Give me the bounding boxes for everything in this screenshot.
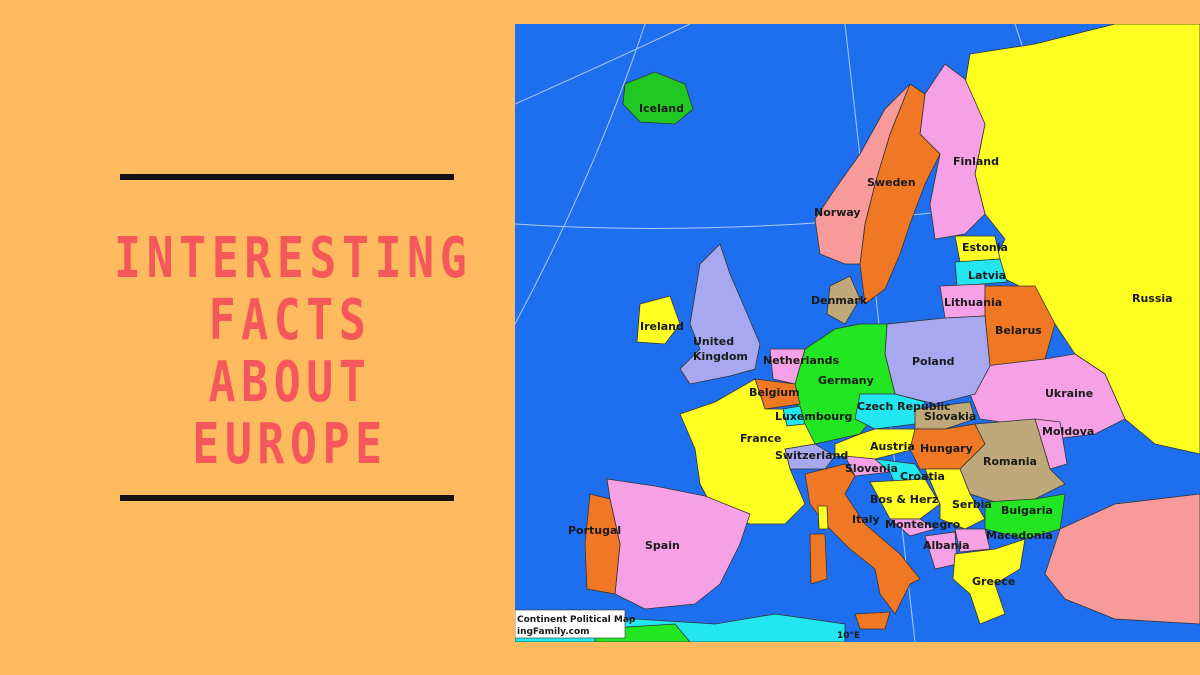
title-line-1: INTERESTING	[114, 226, 473, 291]
label-germany: Germany	[818, 374, 874, 387]
label-poland: Poland	[912, 355, 955, 368]
country-labels: Iceland Finland Sweden Norway Russia Est…	[568, 102, 1173, 588]
country-turkey	[1044, 493, 1200, 625]
label-romania: Romania	[983, 455, 1037, 468]
country-latvia	[954, 258, 1008, 287]
label-netherlands: Netherlands	[763, 354, 840, 367]
country-norway	[814, 83, 911, 265]
label-moldova: Moldova	[1042, 425, 1094, 438]
country-ireland	[636, 295, 681, 345]
map-credit: Continent Political Map ingFamily.com	[515, 609, 636, 639]
label-slovenia: Slovenia	[845, 462, 898, 475]
label-denmark: Denmark	[811, 294, 868, 307]
label-ireland: Ireland	[640, 320, 684, 333]
country-denmark	[826, 275, 861, 325]
label-bosnia: Bos & Herz	[870, 493, 938, 506]
island-sicily	[854, 611, 891, 630]
label-italy: Italy	[852, 513, 880, 526]
country-greece	[952, 538, 1026, 625]
label-latvia: Latvia	[968, 269, 1006, 282]
label-uk-line1: United	[693, 335, 734, 348]
europe-political-map: Iceland Finland Sweden Norway Russia Est…	[515, 24, 1200, 642]
page-title: INTERESTING FACTS ABOUT EUROPE	[114, 226, 473, 477]
label-montenegro: Montenegro	[885, 518, 961, 531]
label-serbia: Serbia	[952, 498, 992, 511]
country-slovakia	[914, 401, 976, 430]
label-hungary: Hungary	[920, 442, 973, 455]
label-uk-line2: Kingdom	[693, 350, 748, 363]
country-iceland	[622, 71, 694, 125]
bottom-divider-rule	[120, 495, 454, 501]
country-portugal	[584, 493, 621, 595]
label-russia: Russia	[1132, 292, 1173, 305]
island-sardinia	[809, 533, 828, 585]
label-lithuania: Lithuania	[944, 296, 1002, 309]
label-switzerland: Switzerland	[775, 449, 848, 462]
label-austria: Austria	[870, 440, 915, 453]
country-bosnia	[869, 478, 941, 520]
country-italy	[804, 463, 921, 615]
label-bulgaria: Bulgaria	[1001, 504, 1053, 517]
label-belarus: Belarus	[995, 324, 1042, 337]
country-ukraine	[969, 353, 1126, 440]
label-macedonia: Macedonia	[986, 529, 1053, 542]
country-macedonia	[954, 528, 991, 553]
label-croatia: Croatia	[900, 470, 945, 483]
label-slovakia: Slovakia	[924, 410, 976, 423]
label-belgium: Belgium	[749, 386, 800, 399]
label-ukraine: Ukraine	[1045, 387, 1093, 400]
label-estonia: Estonia	[962, 241, 1008, 254]
country-serbia	[924, 468, 986, 530]
label-albania: Albania	[923, 539, 970, 552]
credit-line-2: ingFamily.com	[517, 627, 590, 637]
label-czech-republic: Czech Republic	[857, 400, 951, 413]
label-france: France	[740, 432, 781, 445]
title-line-2: FACTS ABOUT	[208, 288, 372, 415]
label-luxembourg: Luxembourg	[775, 410, 852, 423]
label-iceland: Iceland	[639, 102, 684, 115]
label-finland: Finland	[953, 155, 999, 168]
country-montenegro	[888, 518, 936, 537]
title-line-3: EUROPE	[192, 412, 388, 477]
europe-map-svg: Iceland Finland Sweden Norway Russia Est…	[515, 24, 1200, 642]
label-portugal: Portugal	[568, 524, 621, 537]
country-united-kingdom	[679, 243, 761, 385]
top-divider-rule	[120, 174, 454, 180]
label-sweden: Sweden	[867, 176, 916, 189]
island-corsica	[817, 505, 829, 530]
credit-line-1: Continent Political Map	[517, 615, 636, 625]
label-spain: Spain	[645, 539, 680, 552]
label-greece: Greece	[972, 575, 1015, 588]
label-norway: Norway	[814, 206, 861, 219]
meridian-label: 10°E	[837, 631, 860, 641]
